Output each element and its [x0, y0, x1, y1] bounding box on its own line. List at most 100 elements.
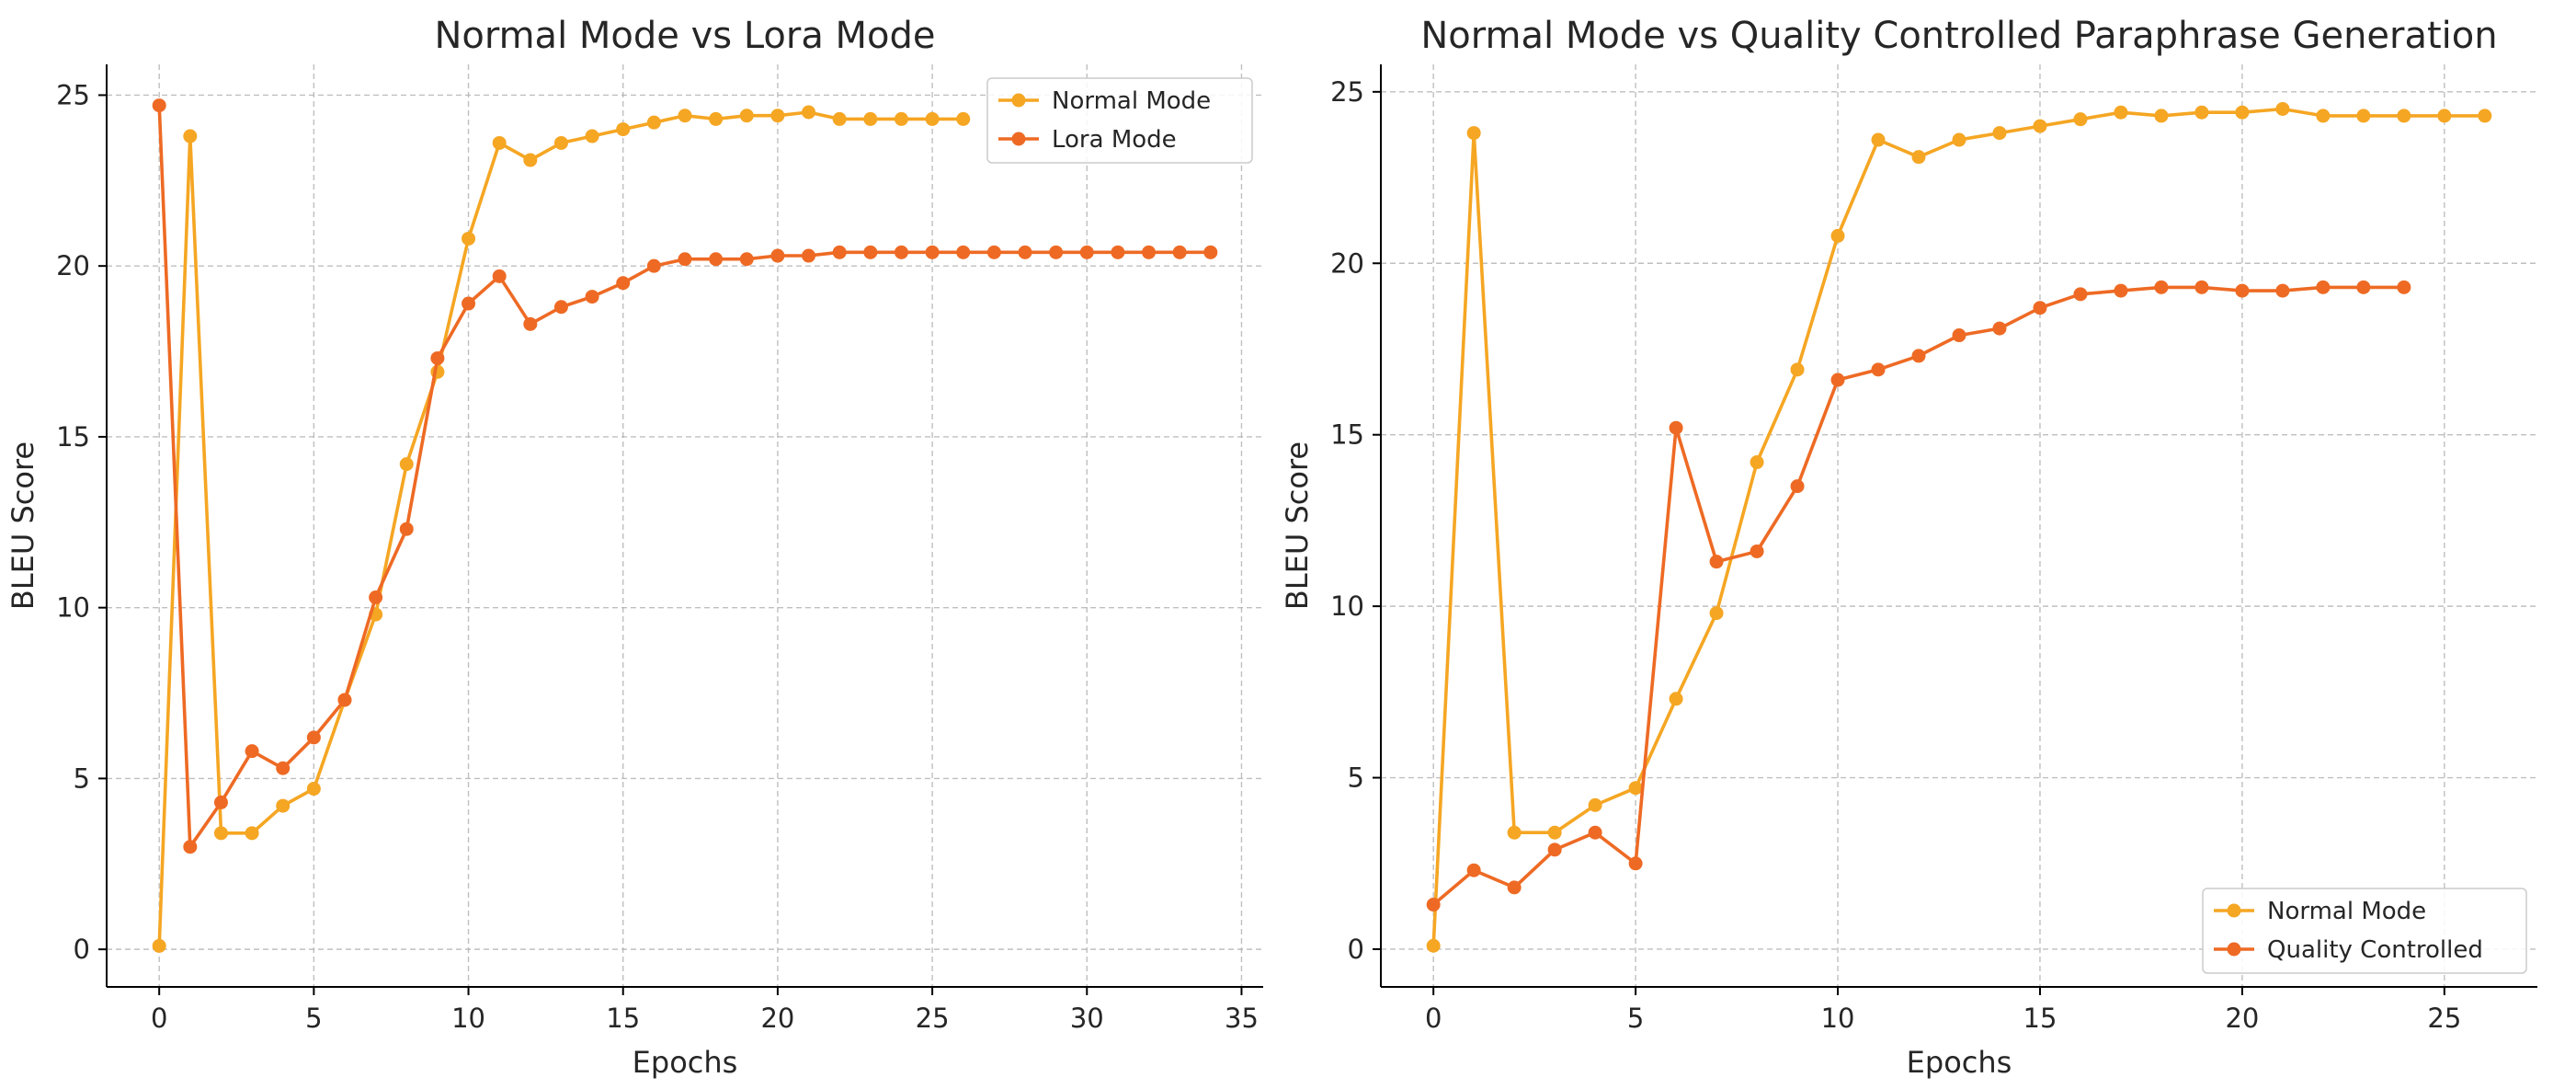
data-point: [183, 129, 198, 143]
data-point: [2073, 287, 2088, 302]
data-point: [1547, 825, 1562, 840]
right-panel: 0 5 10 15 20 25 0 5 10 15 20 25 Normal Mode vs Quali…: [1280, 15, 2537, 1080]
data-point: [1992, 321, 2007, 336]
data-point: [1466, 863, 1481, 877]
data-point: [2235, 105, 2250, 120]
left-panel: 0 5 10 15 20 25 30 35 0 5 10 15 20 25 Normal Mode vs L…: [6, 15, 1263, 1080]
x-tick-label: 10: [1821, 1003, 1855, 1034]
data-point: [1750, 455, 1764, 470]
data-point: [2397, 280, 2411, 294]
x-axis-label: Epochs: [1907, 1045, 2012, 1080]
x-axis-label: Epochs: [633, 1045, 738, 1080]
data-point: [399, 522, 414, 536]
data-point: [1790, 362, 1805, 377]
y-tick-label: 25: [1330, 76, 1364, 108]
data-point: [646, 115, 661, 130]
data-point: [770, 109, 785, 123]
data-point: [802, 248, 816, 263]
y-tick-label: 5: [1348, 762, 1364, 794]
legend-label: Normal Mode: [1052, 87, 1211, 115]
data-point: [2437, 109, 2452, 123]
data-point: [492, 135, 507, 150]
gridlines: [1381, 64, 2537, 987]
data-point: [1871, 132, 1886, 147]
data-point: [1588, 825, 1602, 840]
data-point: [894, 111, 908, 126]
data-point: [462, 296, 476, 311]
data-point: [2154, 109, 2169, 123]
x-tick-label: 20: [760, 1003, 794, 1034]
legend-box: [986, 77, 1253, 164]
data-point: [616, 276, 631, 291]
data-point: [1750, 544, 1764, 558]
data-point: [1709, 555, 1724, 569]
data-point: [2033, 301, 2047, 315]
data-point: [369, 590, 383, 605]
data-point: [585, 129, 599, 143]
data-point: [1426, 938, 1441, 953]
x-tick-label: 5: [1627, 1003, 1644, 1034]
data-point: [152, 938, 166, 953]
data-point: [152, 98, 166, 113]
data-point: [1952, 328, 1966, 343]
data-point: [2194, 105, 2209, 120]
data-point: [678, 109, 692, 123]
data-point: [2478, 109, 2492, 123]
data-point: [1830, 373, 1845, 387]
data-point: [2073, 112, 2088, 127]
data-point: [1203, 245, 1218, 259]
series-line: [1432, 285, 2404, 906]
data-point: [1628, 856, 1643, 871]
y-tick-label: 10: [56, 592, 90, 624]
data-point: [1830, 228, 1845, 243]
legend: Normal Mode Quality Controlled: [2202, 888, 2527, 974]
data-point: [2356, 280, 2371, 294]
data-point: [306, 730, 321, 745]
x-tick-label: 5: [305, 1003, 322, 1034]
data-point: [183, 840, 198, 854]
chart-title: Normal Mode vs Quality Controlled Paraph…: [1420, 15, 2497, 57]
series-0: [1426, 101, 2492, 953]
data-point: [1426, 898, 1441, 912]
y-tick-label: 20: [1330, 247, 1364, 279]
x-tick-label: 0: [1425, 1003, 1442, 1034]
data-point: [1588, 797, 1602, 812]
data-point: [462, 231, 476, 246]
data-point: [739, 252, 754, 267]
data-point: [646, 258, 661, 273]
series-line: [1431, 107, 2485, 946]
data-point: [2033, 119, 2047, 133]
data-point: [245, 744, 259, 759]
data-point: [276, 761, 291, 775]
x-tick-label: 10: [451, 1003, 485, 1034]
data-point: [2316, 109, 2331, 123]
y-tick-label: 0: [74, 934, 90, 965]
legend: Normal Mode Lora Mode: [986, 77, 1253, 164]
y-tick-label: 15: [56, 421, 90, 453]
gridlines: [107, 64, 1263, 987]
legend-label: Quality Controlled: [2267, 936, 2483, 964]
data-point: [2114, 105, 2128, 120]
data-point: [1079, 245, 1094, 259]
data-point: [739, 109, 754, 123]
data-point: [1507, 825, 1522, 840]
legend-label: Lora Mode: [1052, 126, 1177, 154]
x-tick-label: 30: [1070, 1003, 1104, 1034]
data-point: [1049, 245, 1064, 259]
data-point: [276, 798, 291, 813]
y-axis-label: BLEU Score: [6, 441, 40, 610]
data-point: [1871, 362, 1886, 377]
y-axis-label: BLEU Score: [1280, 441, 1315, 610]
data-point: [2275, 283, 2290, 298]
data-point: [1018, 245, 1032, 259]
data-point: [1466, 126, 1481, 141]
y-tick-label: 20: [56, 250, 90, 281]
x-tick-label: 15: [606, 1003, 640, 1034]
data-point: [2356, 109, 2371, 123]
data-point: [523, 153, 538, 167]
y-tick-label: 25: [56, 79, 90, 110]
data-point: [986, 245, 1001, 259]
x-tick-label: 20: [2225, 1003, 2259, 1034]
data-point: [1111, 245, 1125, 259]
